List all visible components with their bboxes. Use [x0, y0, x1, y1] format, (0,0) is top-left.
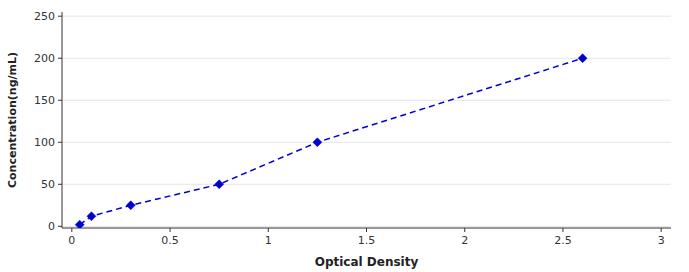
y-gridline	[62, 100, 671, 101]
x-tick	[170, 228, 171, 232]
y-tick	[58, 16, 62, 17]
data-point	[87, 212, 96, 221]
x-tick	[268, 228, 269, 232]
data-point	[313, 138, 322, 147]
y-tick	[58, 100, 62, 101]
y-tick	[58, 226, 62, 227]
y-tick-label: 200	[34, 52, 55, 65]
y-axis-label: Concentration(ng/mL)	[6, 52, 19, 188]
y-tick-label: 50	[41, 178, 55, 191]
plot-area	[75, 54, 587, 228]
chart: 0 50 100 150 200 250 0 0.5 1 1.5 2 2.5 3 Optical Dens…	[0, 0, 689, 272]
y-tick	[58, 184, 62, 185]
x-tick-label: 0.5	[161, 234, 179, 247]
x-axis-label: Optical Density	[315, 255, 419, 269]
data-line	[80, 58, 583, 224]
y-tick	[58, 142, 62, 143]
data-point	[75, 220, 84, 228]
page: {"chart_data": {"type": "line", "x": [0.…	[0, 0, 689, 272]
x-tick	[71, 228, 72, 232]
x-tick	[661, 228, 662, 232]
y-gridline	[62, 16, 671, 17]
y-tick-label: 100	[34, 136, 55, 149]
y-tick-label: 250	[34, 10, 55, 23]
x-tick	[366, 228, 367, 232]
x-tick-label: 1	[265, 234, 272, 247]
y-gridline	[62, 226, 671, 227]
x-tick-label: 2	[461, 234, 468, 247]
data-point	[215, 180, 224, 189]
y-gridline	[62, 184, 671, 185]
y-axis-line	[62, 12, 63, 228]
x-tick-label: 0	[68, 234, 75, 247]
y-gridline	[62, 142, 671, 143]
x-axis-line	[62, 228, 671, 229]
y-tick-label: 0	[48, 220, 55, 233]
data-point	[126, 201, 135, 210]
y-tick-label: 150	[34, 94, 55, 107]
x-tick	[464, 228, 465, 232]
x-tick	[562, 228, 563, 232]
y-tick	[58, 58, 62, 59]
x-tick-label: 2.5	[554, 234, 572, 247]
data-point	[578, 54, 587, 63]
x-tick-label: 3	[658, 234, 665, 247]
x-tick-label: 1.5	[358, 234, 376, 247]
